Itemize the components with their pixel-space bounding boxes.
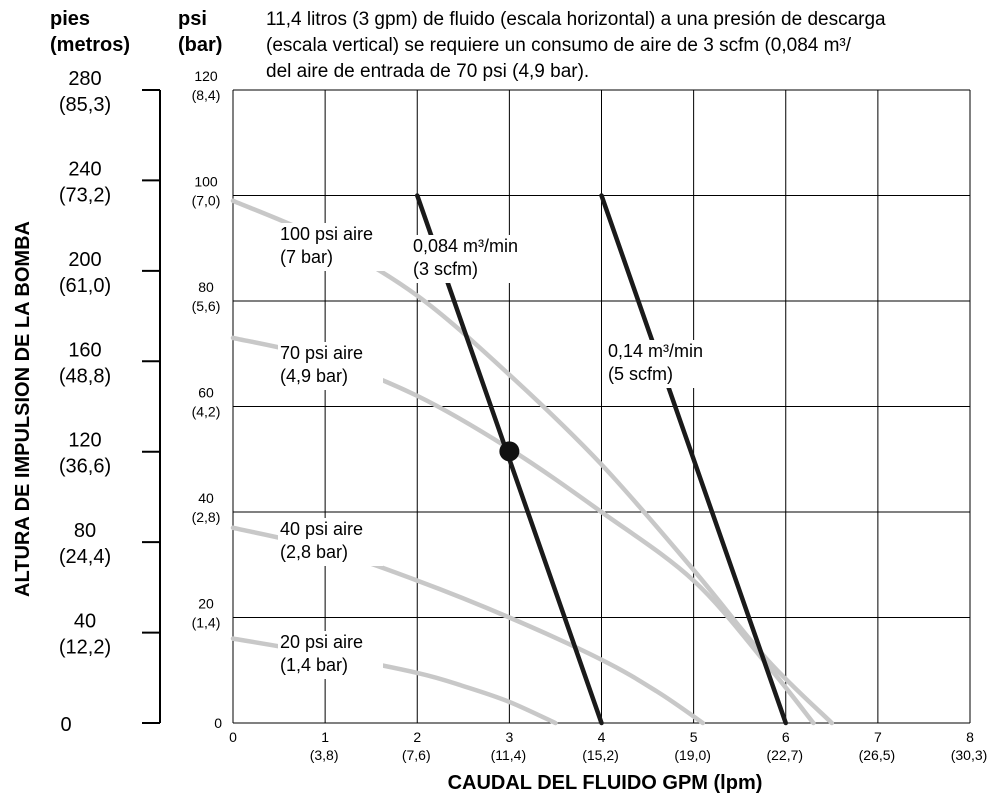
curve-label-sub: (5 scfm)	[608, 364, 673, 384]
x-tick-sublabel: (30,3)	[951, 747, 988, 763]
curve-label: 0,084 m³/min	[413, 236, 518, 256]
psi-axis: 120 (8,4) 100 (7,0) 80 (5,6) 60 (4,2) 40 (2,8) 20 (…	[192, 68, 223, 731]
x-tick-sublabel: (15,2)	[582, 747, 619, 763]
y-axis-title: ALTURA DE IMPULSION DE LA BOMBA	[12, 221, 34, 597]
meter-tick-label: (12,2)	[59, 637, 111, 659]
curve-label-sub: (2,8 bar)	[280, 542, 348, 562]
meter-tick-label: (61,0)	[59, 275, 111, 297]
psi-axis-header-sub: (bar)	[178, 34, 222, 56]
bar-tick-label: (7,0)	[192, 193, 221, 209]
feet-tick-label: 160	[68, 339, 101, 361]
psi-tick-label: 100	[194, 174, 218, 190]
meter-tick-label: (24,4)	[59, 546, 111, 568]
note-line-3: del aire de entrada de 70 psi (4,9 bar).	[266, 61, 589, 82]
x-axis: 0 1 (3,8) 2 (7,6) 3 (11,4) 4 (15,2) 5 (19,0) 6 (22,7…	[229, 729, 987, 763]
x-tick-label: 4	[598, 729, 606, 745]
curve-labels: 100 psi aire (7 bar) 70 psi aire (4,9 bar) 4…	[278, 223, 724, 679]
x-tick-sublabel: (3,8)	[310, 747, 339, 763]
feet-tick-label: 200	[68, 249, 101, 271]
x-tick-label: 5	[690, 729, 698, 745]
meter-tick-label: (73,2)	[59, 184, 111, 206]
feet-tick-label: 80	[74, 520, 96, 542]
operating-point	[499, 441, 520, 462]
grid	[232, 89, 971, 724]
curve-label-sub: (4,9 bar)	[280, 366, 348, 386]
curve-label-background	[411, 235, 541, 283]
x-tick-sublabel: (11,4)	[491, 747, 527, 763]
psi-tick-label: 120	[194, 68, 218, 84]
x-tick-label: 1	[321, 729, 329, 745]
curve-label-background	[278, 631, 383, 679]
meter-tick-label: (85,3)	[59, 94, 111, 116]
feet-tick-label: 120	[68, 430, 101, 452]
x-tick-label: 6	[782, 729, 790, 745]
meter-tick-label: (48,8)	[59, 365, 111, 387]
bar-tick-label: (1,4)	[192, 615, 221, 631]
curve-label: 20 psi aire	[280, 632, 363, 652]
x-tick-sublabel: (7,6)	[402, 747, 431, 763]
bar-tick-label: (5,6)	[192, 298, 221, 314]
bar-tick-label: (8,4)	[192, 87, 221, 103]
x-tick-sublabel: (22,7)	[766, 747, 803, 763]
operating-point-group	[499, 441, 520, 462]
curve-label-background	[606, 340, 724, 388]
curve-label: 100 psi aire	[280, 224, 373, 244]
note-line-2: (escala vertical) se requiere un consumo…	[266, 35, 852, 56]
feet-tick-label: 240	[68, 158, 101, 180]
x-tick-label: 8	[966, 729, 974, 745]
x-tick-label: 3	[505, 729, 513, 745]
curve-label-sub: (7 bar)	[280, 247, 333, 267]
x-axis-title: CAUDAL DEL FLUIDO GPM (lpm)	[448, 772, 763, 794]
feet-axis: 280 (85,3) 240 (73,2) 200 (61,0) 160 (48,8) 120 (…	[59, 68, 161, 736]
curve-label: 40 psi aire	[280, 519, 363, 539]
x-tick-label: 7	[874, 729, 882, 745]
curve-label-background	[278, 342, 383, 390]
psi-axis-header: psi	[178, 8, 207, 30]
curve-label: 70 psi aire	[280, 343, 363, 363]
x-tick-sublabel: (19,0)	[674, 747, 711, 763]
air-consumption-line	[599, 193, 788, 726]
curve-label-sub: (3 scfm)	[413, 259, 478, 279]
x-tick-sublabel: (26,5)	[859, 747, 896, 763]
feet-tick-label: 0	[60, 714, 71, 736]
feet-tick-label: 280	[68, 68, 101, 90]
feet-axis-header: pies	[50, 8, 90, 30]
curve-label-background	[278, 223, 388, 271]
x-tick-label: 2	[413, 729, 421, 745]
meter-tick-label: (36,6)	[59, 456, 111, 478]
feet-axis-header-sub: (metros)	[50, 34, 130, 56]
bar-tick-label: (4,2)	[192, 404, 221, 420]
feet-tick-label: 40	[74, 611, 96, 633]
curve-label: 0,14 m³/min	[608, 341, 703, 361]
note-line-1: 11,4 litros (3 gpm) de fluido (escala ho…	[266, 9, 886, 30]
psi-tick-label: 20	[198, 596, 214, 612]
psi-tick-label: 0	[214, 715, 222, 731]
curve-label-background	[278, 518, 383, 566]
psi-tick-label: 60	[198, 385, 214, 401]
x-tick-label: 0	[229, 729, 237, 745]
psi-tick-label: 80	[198, 279, 214, 295]
bar-tick-label: (2,8)	[192, 509, 221, 525]
psi-tick-label: 40	[198, 490, 214, 506]
curve-label-sub: (1,4 bar)	[280, 655, 348, 675]
